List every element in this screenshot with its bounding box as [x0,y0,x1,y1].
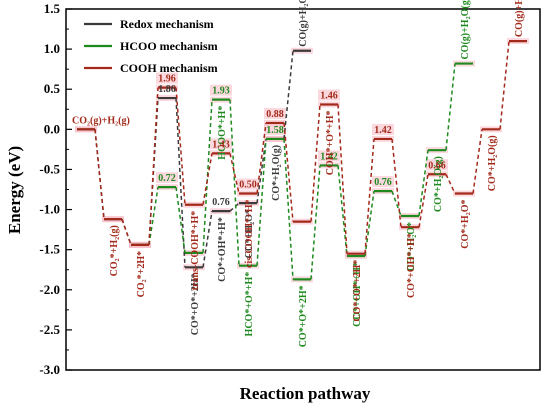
cooh-state-label: CO*+H₂O* [460,200,471,249]
y-tick-label: -1.5 [39,242,60,257]
redox-state-label: CO(g)+H₂O(g) [298,0,309,47]
cooh-state-label: CO₂(g)+H₂(g) [72,115,130,126]
hcoo-value-label: 1.93 [212,86,230,97]
cooh-state-label: CO₂*+2H* [136,251,147,297]
cooh-connector [364,138,375,254]
cooh-value-highlight [372,123,394,135]
cooh-state-label: CO*+O*+2H* [352,260,363,322]
hcoo-connector [202,99,213,253]
cooh-state-label: COH*+O*+H* [325,110,336,175]
redox-state-label: CO*+H₂O* [244,209,255,258]
hcoo-state-label: CO*+OH*+H* [352,262,363,327]
hcoo-value-highlight [210,84,232,96]
hcoo-connector [148,186,159,245]
cooh-state-label: CO*+H₂O(g) [487,135,498,191]
hcoo-value-highlight [156,172,178,184]
y-tick-label: -2.0 [39,282,60,297]
redox-state-label: CO*+OH*+H* [217,217,228,282]
hcoo-connector [175,186,186,253]
level-layer [77,39,527,281]
cooh-connector [445,173,456,194]
cooh-value-label: 0.88 [266,109,284,120]
cooh-connector [256,122,267,194]
legend-label-redox: Redox mechanism [120,17,214,31]
redox-state-label: CO*+H₂O(g) [271,145,282,201]
hcoo-state-label: CO*+H₂O(g) [433,156,444,212]
hcoo-value-label: 1.42 [320,151,338,162]
cooh-connector [337,104,348,254]
cooh-value-highlight [237,178,259,190]
y-tick-label: 0.5 [44,81,61,96]
hcoo-value-label: 0.76 [374,177,392,188]
hcoo-value-highlight [318,150,340,162]
cooh-state-label: CO*+OH*+H* [406,233,417,298]
cooh-value-highlight [264,107,286,119]
cooh-connector [175,87,186,205]
cooh-connector [472,129,483,194]
hcoo-connector [337,165,348,257]
hcoo-state-label: CO*+O*+2H* [298,285,309,347]
legend: Redox mechanism HCOO mechanism COOH mechan… [84,17,218,75]
legend-label-hcoo: HCOO mechanism [120,39,218,53]
connector-layer [94,41,510,280]
y-axis-title: Energy (eV) [5,146,24,234]
cooh-state-label: CO(g)+H₂O(g) [514,0,525,37]
hcoo-value-label: 0.72 [158,173,176,184]
redox-connector [283,50,294,140]
cooh-value-label: 1.42 [374,125,392,136]
cooh-value-label: 0.66 [428,160,446,171]
cooh-value-highlight [426,159,448,171]
redox-value-label: 0.76 [212,197,230,208]
cooh-connector [94,129,105,220]
cooh-connector [310,104,321,222]
y-tick-label: 1.5 [44,1,61,16]
cooh-connector [202,153,213,205]
cooh-connector [121,218,132,246]
hcoo-value-label: 1.58 [266,125,284,136]
y-tick-label: 0.0 [44,121,60,136]
y-tick-label: -3.0 [39,362,60,377]
cooh-connector [283,122,294,222]
legend-label-cooh: COOH mechanism [120,61,218,75]
redox-connector [229,202,240,212]
hcoo-state-label: HCOO*+H* [217,106,228,160]
x-axis-title: Reaction pathway [240,384,371,403]
cooh-state-label: CO₂*+H₂(g) [109,225,120,276]
cooh-value-highlight [210,138,232,150]
y-tick-label: -0.5 [39,161,60,176]
hcoo-connector [310,165,321,280]
hcoo-connector [283,138,294,280]
cooh-value-label: 1.46 [320,90,338,101]
y-axis: 1.5 1.0 0.5 0.0 -0.5 -1.0 -1.5 -2.0 -2.5 -3.0 [39,1,72,377]
hcoo-value-highlight [264,123,286,135]
hcoo-state-label: HCO*+O*+H* [244,272,255,337]
redox-state-label: CO*+O*+2H* [190,273,201,335]
cooh-value-label: 0.50 [239,180,257,191]
y-tick-label: 1.0 [44,41,60,56]
redox-connector [202,211,213,268]
cooh-value-label: 1.96 [158,74,176,85]
label-layer: CO*+O*+2H*CO*+OH*+H* CO*+H₂O*CO(g)+H₂O(g)… [72,0,525,347]
hcoo-connector [364,191,375,257]
redox-connector [256,138,267,204]
y-tick-label: -2.5 [39,322,60,337]
hcoo-state-label: CO*+H₂O* [406,222,417,271]
cooh-connector [148,87,159,245]
cooh-state-label: trans-COOH*+H* [190,211,201,291]
cooh-value-highlight [318,89,340,101]
cooh-value-highlight [156,72,178,84]
redox-value-label: 1.86 [158,84,176,95]
cooh-connector [391,138,402,228]
cooh-connector [499,41,510,130]
y-tick-label: -1.0 [39,202,60,217]
hcoo-value-highlight [372,176,394,188]
cooh-state-label: cis-COOH*+H* [244,200,255,268]
hcoo-state-label: CO(g)+H₂O(g) [460,0,471,60]
hcoo-connector [256,138,267,266]
cooh-value-label: 1.43 [212,139,230,150]
cooh-connector [418,174,429,228]
hcoo-connector [445,63,456,151]
